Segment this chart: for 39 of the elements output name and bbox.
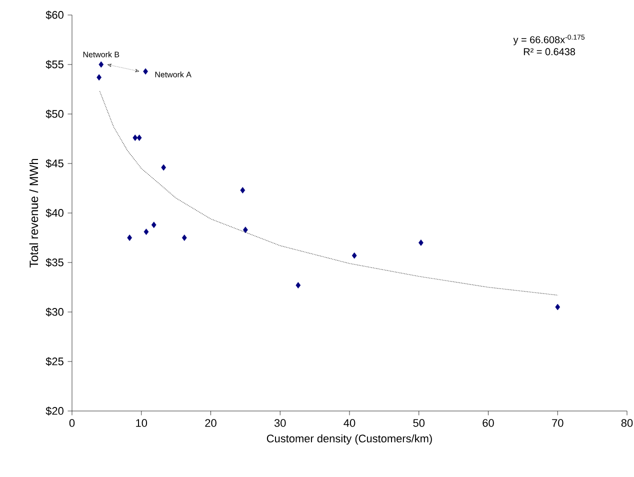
point [161, 164, 166, 171]
y-tick-label: $30 [46, 308, 64, 316]
point [96, 74, 102, 81]
point [243, 226, 248, 234]
y-tick-label: $25 [46, 357, 64, 366]
point [98, 61, 104, 68]
x-tick-label: 10 [136, 419, 148, 427]
x-tick-label: 20 [205, 419, 216, 427]
point [151, 222, 156, 228]
y-tick-label: $45 [46, 159, 64, 168]
point [296, 282, 301, 288]
x-tick-label: 60 [482, 419, 494, 427]
point [132, 134, 138, 141]
point [240, 187, 246, 194]
point [352, 252, 357, 259]
y-axis-title: Total revenue / MWh [29, 158, 38, 268]
y-tick-label: $50 [46, 110, 64, 118]
x-tick-label: 80 [621, 419, 633, 427]
x-tick-label: 0 [69, 419, 75, 427]
y-tick-label: $35 [46, 258, 64, 267]
point [182, 234, 187, 241]
point [418, 240, 424, 246]
annotation: y = 66.608x$^{-0.175}$ [513, 34, 585, 46]
point [555, 304, 560, 310]
y-tick-label: $60 [46, 10, 64, 20]
x-tick-label: 70 [552, 419, 564, 427]
x-tick-label: 30 [274, 419, 286, 427]
point [136, 134, 142, 141]
x-tick-label: 50 [413, 419, 425, 427]
line-series [99, 90, 558, 296]
point [143, 68, 148, 75]
y-tick-label: $55 [46, 60, 64, 69]
x-tick-label: 40 [344, 419, 356, 427]
y-tick-label: $20 [46, 406, 64, 416]
x-axis-title: Customer density (Customers/km) [266, 434, 432, 445]
point [144, 228, 149, 235]
annotation: R² = 0.6438 [524, 48, 576, 56]
point [127, 234, 132, 241]
y-tick-label: $40 [46, 208, 64, 218]
